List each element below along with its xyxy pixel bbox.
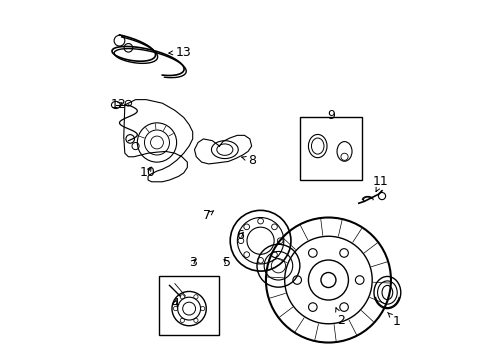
Text: 7: 7: [203, 209, 213, 222]
Text: 2: 2: [335, 308, 344, 327]
FancyBboxPatch shape: [159, 276, 219, 336]
Text: 5: 5: [222, 256, 230, 269]
Text: 13: 13: [168, 46, 190, 59]
Text: 6: 6: [236, 229, 244, 242]
Text: 11: 11: [372, 175, 388, 192]
Text: 10: 10: [139, 166, 155, 179]
Text: 12: 12: [111, 98, 126, 111]
Text: 1: 1: [387, 312, 400, 328]
Text: 9: 9: [326, 109, 334, 122]
Text: 4: 4: [170, 297, 179, 310]
Text: 8: 8: [242, 154, 255, 167]
FancyBboxPatch shape: [299, 117, 362, 180]
Text: 3: 3: [188, 256, 196, 269]
